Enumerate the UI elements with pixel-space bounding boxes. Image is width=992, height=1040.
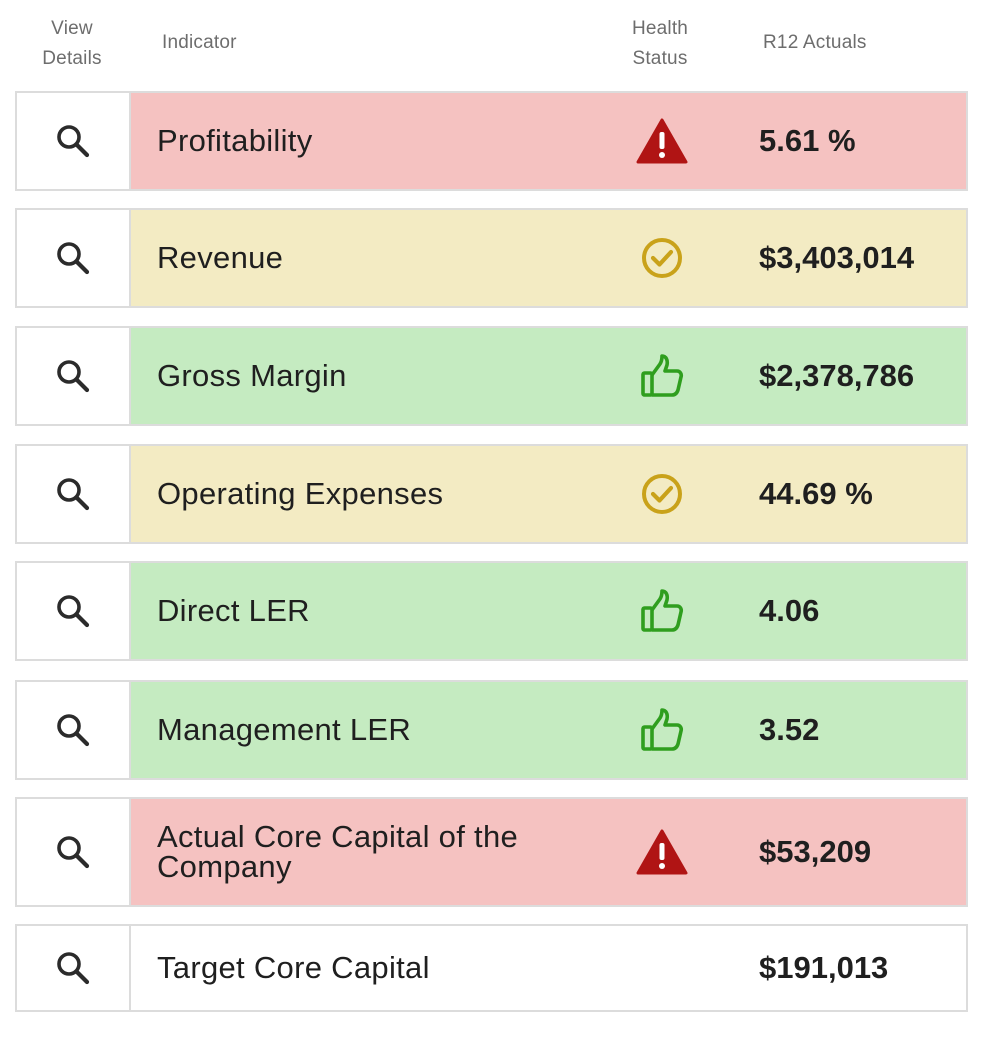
thumbs-up-icon xyxy=(634,702,690,758)
indicator-label: Gross Margin xyxy=(157,358,347,393)
header-view-details: View Details xyxy=(42,18,102,69)
thumbs-up-icon xyxy=(634,583,690,639)
table-row: Direct LER 4.06 xyxy=(15,561,968,661)
indicator-cell-none: Target Core Capital $191,013 xyxy=(131,926,966,1010)
header-indicator: Indicator xyxy=(162,32,237,53)
indicator-cell-red: Actual Core Capital of the Company $53,20… xyxy=(131,799,966,905)
indicator-cell-red: Profitability 5.61 % xyxy=(131,93,966,189)
table-header: View Details Indicator Health Status R12… xyxy=(0,0,992,90)
search-icon xyxy=(55,358,91,394)
search-icon xyxy=(55,476,91,512)
search-icon xyxy=(55,593,91,629)
indicator-label: Direct LER xyxy=(157,593,310,628)
search-icon xyxy=(55,712,91,748)
thumbs-up-icon xyxy=(634,348,690,404)
indicator-cell-green: Gross Margin $2,378,786 xyxy=(131,328,966,424)
search-icon xyxy=(55,123,91,159)
indicator-cell-green: Direct LER 4.06 xyxy=(131,563,966,659)
indicator-cell-yellow: Revenue $3,403,014 xyxy=(131,210,966,306)
warning-icon xyxy=(634,824,690,880)
table-row: Target Core Capital $191,013 xyxy=(15,924,968,1012)
indicator-label: Target Core Capital xyxy=(157,950,430,985)
table-row: Gross Margin $2,378,786 xyxy=(15,326,968,426)
search-icon xyxy=(55,950,91,986)
r12-actual-value: 3.52 xyxy=(759,712,820,747)
indicator-label: Profitability xyxy=(157,123,313,158)
table-row: Actual Core Capital of the Company $53,20… xyxy=(15,797,968,907)
r12-actual-value: 4.06 xyxy=(759,593,820,628)
indicator-cell-yellow: Operating Expenses 44.69 % xyxy=(131,446,966,542)
view-details-button[interactable] xyxy=(17,926,131,1010)
table-row: Profitability 5.61 % xyxy=(15,91,968,191)
view-details-button[interactable] xyxy=(17,682,131,778)
table-row: Management LER 3.52 xyxy=(15,680,968,780)
r12-actual-value: $191,013 xyxy=(759,950,889,985)
indicator-cell-green: Management LER 3.52 xyxy=(131,682,966,778)
r12-actual-value: 5.61 % xyxy=(759,123,856,158)
table-row: Revenue $3,403,014 xyxy=(15,208,968,308)
header-r12-actuals: R12 Actuals xyxy=(763,32,867,53)
r12-actual-value: $3,403,014 xyxy=(759,240,915,275)
header-health-status: Health Status xyxy=(631,18,689,69)
check-circle-icon xyxy=(634,466,690,522)
r12-actual-value: $53,209 xyxy=(759,834,872,869)
view-details-button[interactable] xyxy=(17,799,131,905)
indicator-label: Revenue xyxy=(157,240,284,275)
search-icon xyxy=(55,834,91,870)
r12-actual-value: $2,378,786 xyxy=(759,358,915,393)
table-row: Operating Expenses 44.69 % xyxy=(15,444,968,544)
indicator-label: Actual Core Capital of the Company xyxy=(157,819,519,884)
r12-actual-value: 44.69 % xyxy=(759,476,873,511)
view-details-button[interactable] xyxy=(17,93,131,189)
view-details-button[interactable] xyxy=(17,210,131,306)
check-circle-icon xyxy=(634,230,690,286)
warning-icon xyxy=(634,113,690,169)
view-details-button[interactable] xyxy=(17,446,131,542)
search-icon xyxy=(55,240,91,276)
view-details-button[interactable] xyxy=(17,563,131,659)
indicator-label: Operating Expenses xyxy=(157,476,444,511)
view-details-button[interactable] xyxy=(17,328,131,424)
indicator-label: Management LER xyxy=(157,712,412,747)
